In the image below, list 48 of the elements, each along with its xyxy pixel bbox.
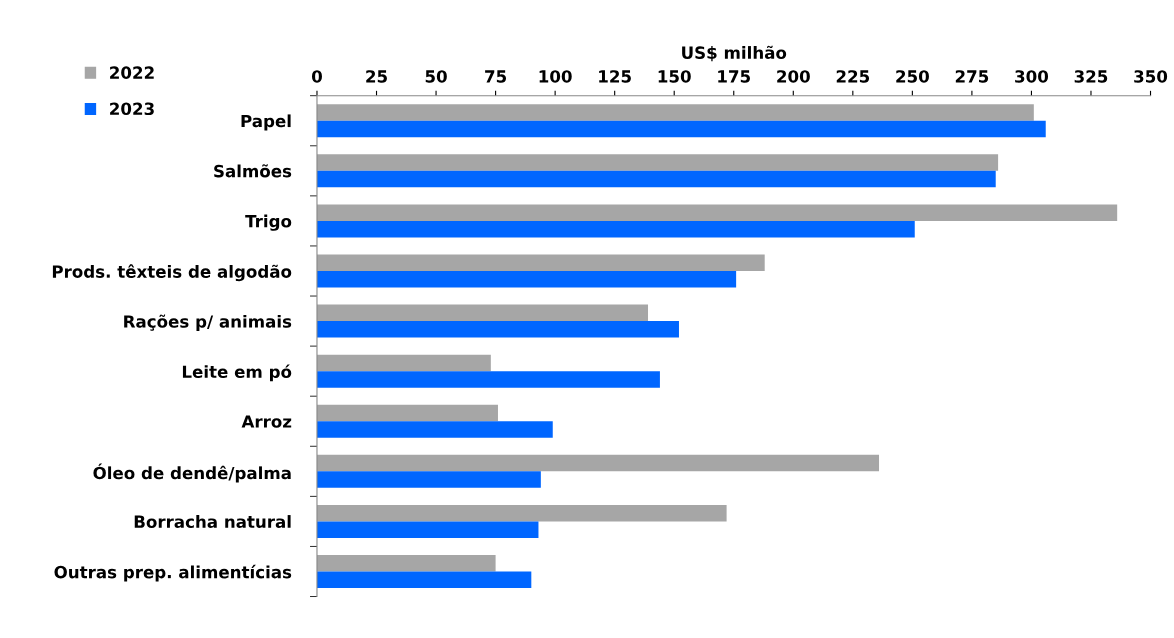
bar [316, 321, 679, 338]
x-tick-label: 325 [1074, 70, 1108, 83]
bar [316, 204, 1118, 221]
x-tick-label: 150 [658, 70, 691, 83]
legend-label: 2023 [110, 102, 154, 116]
bar [316, 170, 996, 188]
bar [316, 254, 765, 271]
y-tick-label: Óleo de dendê/palma [93, 463, 291, 483]
legend-label: 2022 [110, 66, 154, 79]
bar [316, 154, 999, 171]
y-tick-label: Arroz [241, 415, 292, 428]
bar [316, 270, 737, 288]
bar [316, 521, 539, 538]
bar [316, 354, 491, 372]
x-tick-label: 275 [955, 70, 989, 83]
bar [316, 104, 1034, 121]
x-tick-label: 25 [366, 70, 387, 83]
x-tick-label: 225 [836, 70, 870, 83]
y-tick-label: Papel [241, 114, 291, 131]
bar [316, 571, 532, 589]
x-tick-label: 0 [311, 70, 322, 83]
bar [316, 371, 660, 388]
bar [316, 404, 498, 422]
y-tick-label: Rações p/ animais [124, 314, 292, 332]
x-axis-title: US$ milhão [682, 45, 787, 62]
x-tick-label: 75 [485, 70, 507, 83]
y-tick-label: Trigo [245, 214, 292, 231]
y-tick-label: Prods. têxteis de algodão [52, 264, 292, 282]
bar [316, 554, 496, 572]
x-tick-label: 175 [718, 70, 750, 83]
x-tick-label: 200 [777, 70, 810, 83]
bar [316, 304, 649, 322]
bar [316, 454, 880, 472]
bar [316, 504, 727, 522]
y-tick-label: Leite em pó [182, 364, 292, 382]
x-tick-label: 100 [539, 70, 572, 83]
bar [316, 421, 553, 438]
y-tick-label: Borracha natural [134, 515, 291, 528]
y-tick-label: Salmões [214, 164, 292, 178]
x-tick-label: 250 [896, 70, 929, 83]
x-tick-label: 300 [1015, 70, 1049, 83]
x-tick-label: 50 [425, 70, 447, 83]
x-tick-label: 350 [1134, 70, 1168, 83]
x-tick-label: 125 [599, 70, 631, 83]
bar [316, 471, 541, 488]
y-tick-label: Outras prep. alimentícias [54, 564, 292, 582]
bar [316, 120, 1046, 138]
bar [316, 220, 915, 238]
